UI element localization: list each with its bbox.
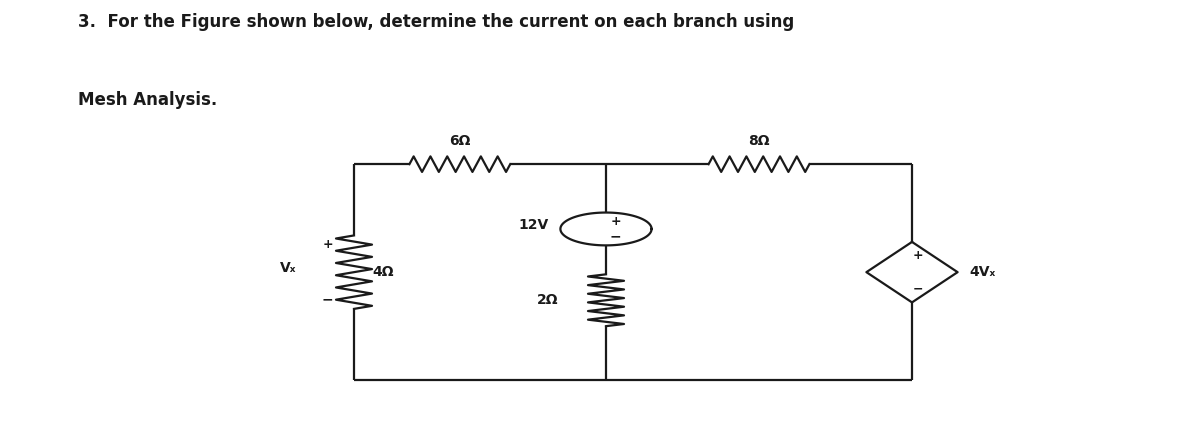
Text: −: − xyxy=(913,282,923,295)
Text: Mesh Analysis.: Mesh Analysis. xyxy=(78,91,217,109)
Text: 6Ω: 6Ω xyxy=(449,134,470,148)
Text: +: + xyxy=(323,238,332,251)
Text: −: − xyxy=(322,293,334,307)
Text: −: − xyxy=(610,229,622,243)
Text: 3.  For the Figure shown below, determine the current on each branch using: 3. For the Figure shown below, determine… xyxy=(78,13,794,31)
Text: +: + xyxy=(913,249,923,262)
Text: 12V: 12V xyxy=(518,218,548,232)
Text: +: + xyxy=(611,215,620,228)
Text: 4Ω: 4Ω xyxy=(372,265,394,279)
Text: 2Ω: 2Ω xyxy=(536,293,558,307)
Text: Vₓ: Vₓ xyxy=(280,261,296,275)
Text: 4Vₓ: 4Vₓ xyxy=(970,265,996,279)
Text: 8Ω: 8Ω xyxy=(749,134,769,148)
